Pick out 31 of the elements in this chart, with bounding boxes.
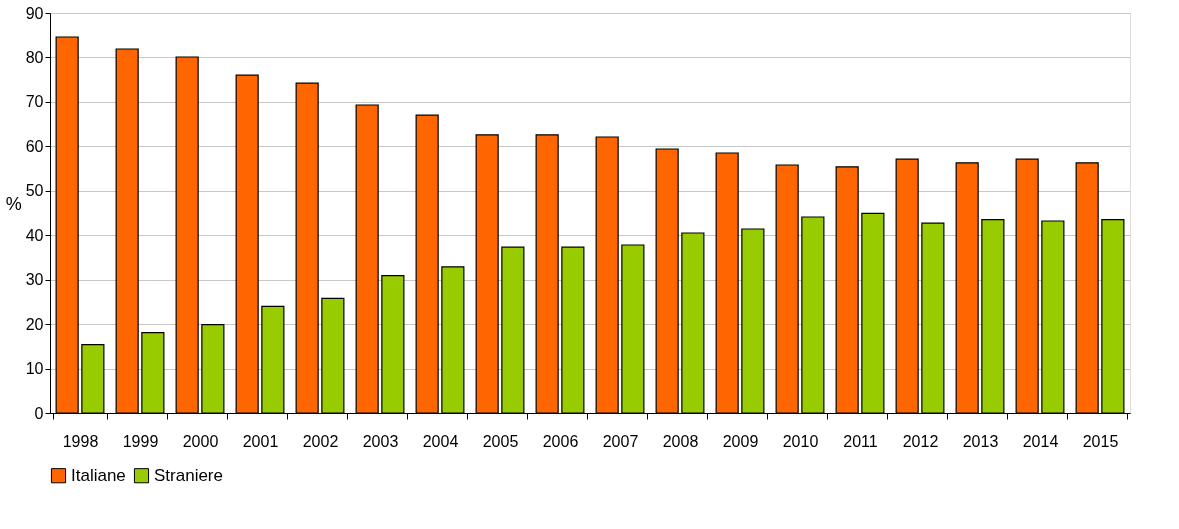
- y-tick-label: 80: [25, 48, 44, 66]
- y-tick-label: 40: [25, 226, 44, 244]
- y-tick-label: 0: [34, 404, 44, 422]
- y-tick-label: 20: [25, 315, 44, 333]
- legend-label: Straniere: [154, 465, 223, 485]
- x-tick-label: 2006: [542, 432, 579, 450]
- x-tick-label: 2009: [722, 432, 759, 450]
- x-tick-label: 2003: [362, 432, 399, 450]
- x-tick-label: 2007: [602, 432, 639, 450]
- y-tick-label: 90: [25, 4, 44, 22]
- y-axis-title: %: [5, 193, 22, 214]
- x-tick-label: 2015: [1082, 432, 1119, 450]
- y-tick-label: 70: [25, 93, 44, 111]
- x-tick-label: 2011: [843, 432, 878, 450]
- x-tick-label: 1999: [122, 432, 159, 450]
- y-tick-label: 50: [25, 182, 44, 200]
- y-tick-label: 60: [25, 137, 44, 155]
- x-tick-label: 2001: [242, 432, 279, 450]
- x-tick-label: 2013: [962, 432, 999, 450]
- x-tick-label: 2002: [302, 432, 339, 450]
- x-tick-label: 2000: [182, 432, 219, 450]
- x-tick-label: 2004: [422, 432, 459, 450]
- x-tick-label: 2010: [782, 432, 819, 450]
- x-tick-label: 2014: [1022, 432, 1059, 450]
- y-tick-label: 30: [25, 271, 44, 289]
- y-tick-label: 10: [25, 360, 44, 378]
- x-tick-label: 2005: [482, 432, 519, 450]
- x-tick-label: 2012: [902, 432, 939, 450]
- x-tick-label: 2008: [662, 432, 699, 450]
- x-tick-label: 1998: [62, 432, 99, 450]
- legend-label: Italiane: [71, 465, 126, 485]
